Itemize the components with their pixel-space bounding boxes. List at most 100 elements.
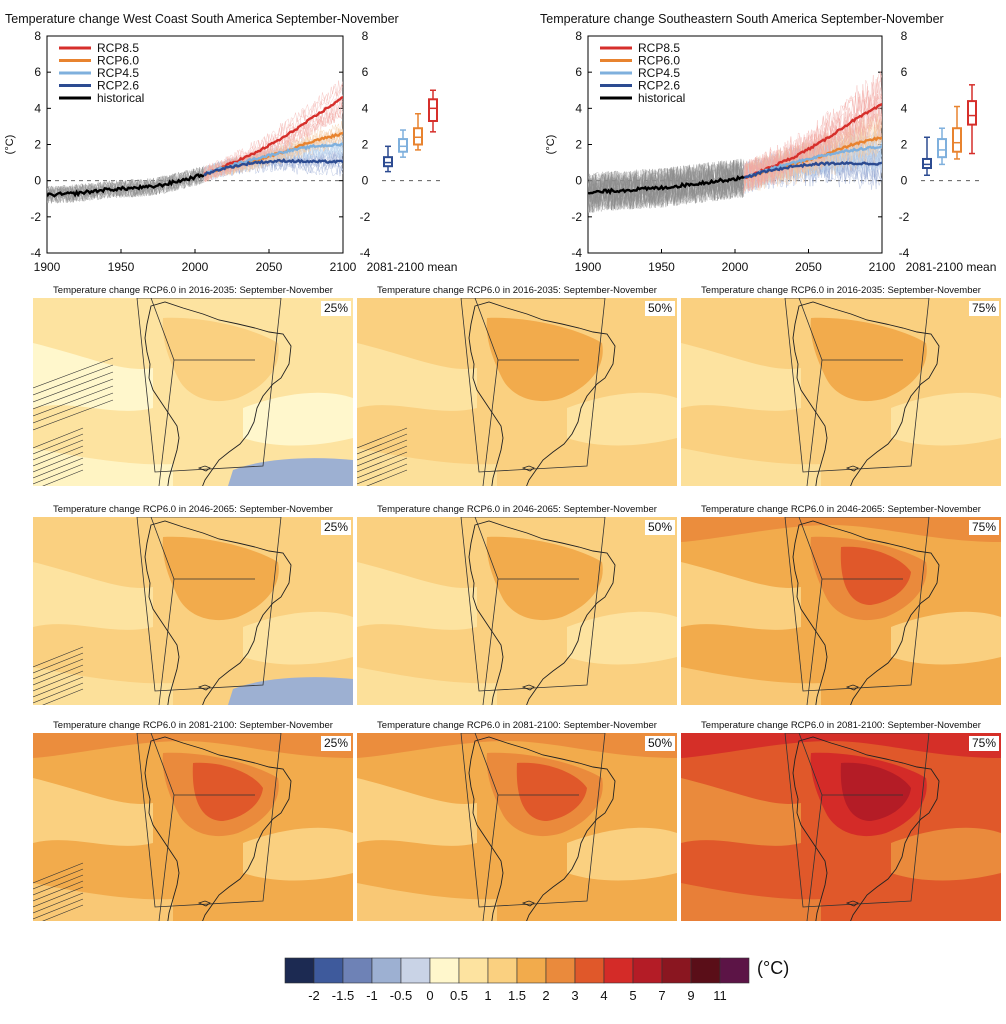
y-tick-label-right: 2 — [901, 138, 908, 152]
map-field-band — [891, 611, 1001, 665]
region-divider — [150, 298, 175, 486]
y-tick-label-right: -4 — [899, 246, 910, 260]
map-title: Temperature change RCP6.0 in 2016-2035: … — [53, 285, 333, 296]
legend-label: RCP6.0 — [97, 54, 139, 68]
x-tick-label: 2000 — [182, 260, 209, 274]
y-tick-label: 6 — [575, 65, 582, 79]
series-mean-rcp45 — [742, 145, 882, 180]
map-field-hot — [192, 762, 263, 821]
percentile-label: 50% — [644, 301, 675, 316]
region-divider — [798, 298, 823, 486]
map-field-band — [33, 667, 173, 705]
region-divider — [150, 517, 175, 705]
chart-title: Temperature change Southeastern South Am… — [540, 12, 944, 26]
x-tick-label: 1900 — [34, 260, 61, 274]
colorbar-tick-label: 0.5 — [450, 988, 468, 1003]
map-field-warm — [162, 536, 279, 621]
map-field — [681, 298, 1001, 486]
region-divider — [474, 298, 499, 486]
map-field-warm — [33, 733, 353, 758]
x-tick-label: 1950 — [108, 260, 135, 274]
region-box — [136, 733, 282, 908]
legend-label: RCP2.6 — [97, 79, 139, 93]
colorbar-swatch — [516, 957, 547, 984]
south-america-coastline — [144, 736, 292, 921]
map-panel: Temperature change RCP6.0 in 2081-2100: … — [681, 720, 1001, 921]
y-tick-label-right: 4 — [901, 101, 908, 115]
map-panel: Temperature change RCP6.0 in 2016-2035: … — [33, 285, 353, 486]
y-tick-label-right: 8 — [901, 29, 908, 43]
map-field-warm — [162, 317, 279, 402]
map-field-band — [357, 667, 497, 705]
map-hatching — [33, 357, 114, 486]
box-iqr — [398, 138, 408, 153]
colorbar-swatch — [313, 957, 344, 984]
box-iqr — [952, 127, 962, 153]
map-field-band — [567, 611, 677, 665]
region-box — [460, 517, 606, 692]
colorbar-swatch — [458, 957, 489, 984]
y-tick-label: -2 — [30, 210, 41, 224]
colorbar-swatch — [545, 957, 576, 984]
falkland-islands — [197, 465, 211, 472]
map-field-band — [567, 392, 677, 446]
y-tick-label: 2 — [34, 138, 41, 152]
y-tick-label: -4 — [571, 246, 582, 260]
box-iqr — [413, 127, 423, 146]
colorbar-swatch — [400, 957, 431, 984]
falkland-islands — [197, 684, 211, 691]
south-america-coastline — [792, 736, 940, 921]
legend-label: RCP4.5 — [97, 66, 139, 80]
y-tick-label-right: -2 — [360, 210, 371, 224]
map-field-band — [357, 448, 497, 486]
map-field — [681, 517, 1001, 705]
falkland-islands — [845, 684, 859, 691]
map-field-hot — [840, 762, 911, 821]
map-field-hot — [840, 546, 911, 605]
map-title: Temperature change RCP6.0 in 2046-2065: … — [53, 504, 333, 515]
map-field — [357, 733, 677, 921]
map-field-band — [33, 883, 173, 921]
legend-label: RCP4.5 — [638, 66, 680, 80]
map-field-band — [681, 448, 821, 486]
map-field-band — [33, 448, 173, 486]
colorbar-tick-label: -1 — [366, 988, 378, 1003]
legend-label: RCP6.0 — [638, 54, 680, 68]
series-mean-rcp26 — [743, 160, 882, 179]
map-field-band — [681, 667, 821, 705]
x-tick-label: 2100 — [330, 260, 357, 274]
colorbar-tick-label: 5 — [629, 988, 636, 1003]
box-label: 2081-2100 mean — [906, 260, 997, 274]
map-title: Temperature change RCP6.0 in 2081-2100: … — [53, 720, 333, 731]
colorbar-tick-label: -0.5 — [390, 988, 412, 1003]
colorbar-tick-label: 2 — [542, 988, 549, 1003]
legend-label: historical — [97, 91, 144, 105]
south-america-coastline — [468, 520, 616, 705]
map-field-warm — [486, 536, 603, 621]
map-field — [33, 298, 353, 486]
region-box — [784, 733, 930, 908]
y-tick-label: 6 — [34, 65, 41, 79]
y-tick-label: 4 — [34, 101, 41, 115]
falkland-islands — [197, 900, 211, 907]
map-field — [357, 517, 677, 705]
map-panel: Temperature change RCP6.0 in 2081-2100: … — [33, 720, 353, 921]
y-tick-label: -4 — [30, 246, 41, 260]
map-title: Temperature change RCP6.0 in 2046-2065: … — [701, 504, 981, 515]
x-tick-label: 2000 — [722, 260, 749, 274]
map-title: Temperature change RCP6.0 in 2016-2035: … — [701, 285, 981, 296]
map-panel: Temperature change RCP6.0 in 2046-2065: … — [681, 504, 1001, 705]
y-tick-label-right: 8 — [362, 29, 369, 43]
region-box — [136, 298, 282, 473]
colorbar-tick-label: 3 — [571, 988, 578, 1003]
legend-label: RCP8.5 — [97, 41, 139, 55]
percentile-label: 75% — [968, 736, 999, 751]
map-field-band — [243, 827, 353, 881]
map-field — [33, 517, 353, 705]
region-box — [136, 517, 282, 692]
colorbar-tick-label: 1 — [484, 988, 491, 1003]
x-tick-label: 1950 — [648, 260, 675, 274]
south-america-coastline — [792, 520, 940, 705]
falkland-islands — [845, 465, 859, 472]
colorbar-tick-label: -2 — [308, 988, 320, 1003]
